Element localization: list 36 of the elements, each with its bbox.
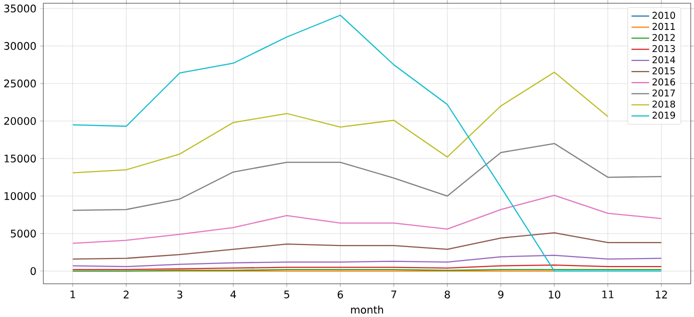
y-tick-label: 35000 [4, 4, 36, 12]
line-series [72, 232, 662, 260]
legend-label: 2016 [652, 78, 676, 86]
line-series [72, 194, 662, 244]
x-tick-label: 5 [284, 290, 290, 298]
x-tick-label: 8 [444, 290, 450, 298]
line-series [72, 142, 662, 211]
x-tick-label: 11 [602, 290, 614, 298]
y-tick-label: 15000 [4, 154, 36, 162]
y-tick-label: 10000 [4, 192, 36, 200]
x-tick-label: 4 [230, 290, 236, 298]
legend-label: 2013 [652, 45, 675, 52]
legend-label: 2012 [652, 34, 675, 42]
x-tick-label: 3 [177, 290, 182, 298]
legend-label: 2019 [652, 112, 676, 119]
y-tick-label: 5000 [10, 230, 36, 238]
x-tick-label: 12 [656, 290, 667, 298]
x-tick-label: 7 [391, 290, 396, 298]
x-tick-label: 1 [70, 290, 76, 298]
x-tick-label: 10 [548, 290, 560, 298]
y-tick-label: 0 [30, 267, 36, 275]
x-tick-label: 6 [338, 290, 343, 298]
x-tick-label: 2 [124, 290, 129, 298]
legend-label: 2010 [652, 12, 676, 19]
x-axis-title: month [351, 306, 384, 314]
legend-label: 2015 [652, 67, 675, 74]
legend-label: 2014 [652, 56, 676, 64]
y-tick-label: 30000 [4, 42, 36, 50]
y-tick-label: 20000 [4, 117, 36, 125]
line-series [72, 72, 608, 174]
legend-label: 2011 [652, 22, 675, 30]
legend-label: 2018 [652, 100, 676, 108]
legend-label: 2017 [652, 89, 675, 97]
y-tick-label: 25000 [4, 80, 36, 88]
line-series [72, 254, 662, 268]
x-tick-label: 9 [498, 290, 504, 298]
